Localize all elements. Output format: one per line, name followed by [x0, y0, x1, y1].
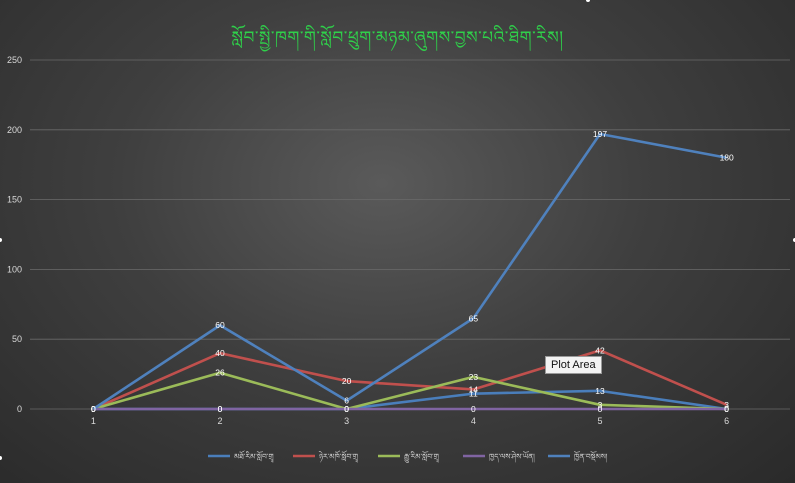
data-label: 3	[598, 400, 603, 410]
y-tick-label: 200	[7, 125, 22, 135]
data-label: 26	[215, 368, 225, 378]
data-label: 65	[469, 313, 479, 323]
resize-handle-bottom-left[interactable]	[0, 456, 2, 460]
data-label: 60	[215, 320, 225, 330]
data-label: 3	[724, 400, 729, 410]
y-tick-label: 150	[7, 195, 22, 205]
data-label: 0	[344, 404, 349, 414]
tooltip-plot-area: Plot Area	[545, 356, 602, 374]
x-tick-label: 3	[344, 416, 349, 426]
legend-label-1: མཐོ་རིམ་སློབ་གྲྭ	[234, 450, 274, 463]
data-label: 14	[469, 384, 479, 394]
x-tick-label: 5	[597, 416, 602, 426]
x-tick-label: 6	[724, 416, 729, 426]
resize-handle-top[interactable]	[586, 0, 590, 2]
data-label: 0	[471, 404, 476, 414]
x-tick-label: 2	[217, 416, 222, 426]
data-label: 13	[595, 386, 605, 396]
x-tick-label: 4	[471, 416, 476, 426]
data-label: 0	[91, 404, 96, 414]
y-tick-label: 50	[12, 334, 22, 344]
data-label: 197	[593, 129, 607, 139]
legend-label-3: རྒྱུ་རིམ་སློབ་གྲྭ	[404, 450, 439, 463]
y-tick-label: 0	[17, 404, 22, 414]
data-label: 20	[342, 376, 352, 386]
data-label: 11	[469, 389, 478, 399]
data-label: 0	[598, 404, 603, 414]
series-line-2	[92, 349, 728, 411]
y-tick-label: 100	[7, 264, 22, 274]
data-label: 0	[344, 404, 349, 414]
series-line-5	[92, 132, 727, 411]
data-label: 0	[91, 404, 96, 414]
data-label: 0	[724, 404, 729, 414]
data-label: 42	[595, 345, 605, 355]
data-label: 180	[720, 153, 734, 163]
data-label: 0	[724, 404, 729, 414]
data-label: 40	[215, 348, 225, 358]
resize-handle-left[interactable]	[0, 238, 2, 242]
data-label: 0	[724, 404, 729, 414]
legend-label-2: ཉེར་མཁོ་སློབ་གྲྭ	[319, 450, 358, 463]
data-label: 0	[91, 404, 96, 414]
data-label: 23	[469, 372, 479, 382]
data-label: 0	[91, 404, 96, 414]
x-tick-label: 1	[91, 416, 96, 426]
data-label: 6	[344, 396, 349, 406]
chart-title: སློབ་སྤྱི་ཁག་གི་སློབ་ཕྲུག་མཉམ་ཞུགས་བྱས་པ…	[231, 28, 564, 48]
data-label: 0	[91, 404, 96, 414]
resize-handle-right[interactable]	[793, 238, 795, 242]
data-label: 0	[218, 404, 223, 414]
data-label: 0	[344, 404, 349, 414]
legend-label-4: ཁྱད་ལས་ཤེས་ཡོན།	[489, 450, 535, 463]
y-tick-label: 250	[7, 55, 22, 65]
series-line-3	[92, 371, 727, 411]
legend-label-5: ཁྱོན་བསྡོམས།	[574, 450, 608, 463]
data-label: 0	[218, 404, 223, 414]
